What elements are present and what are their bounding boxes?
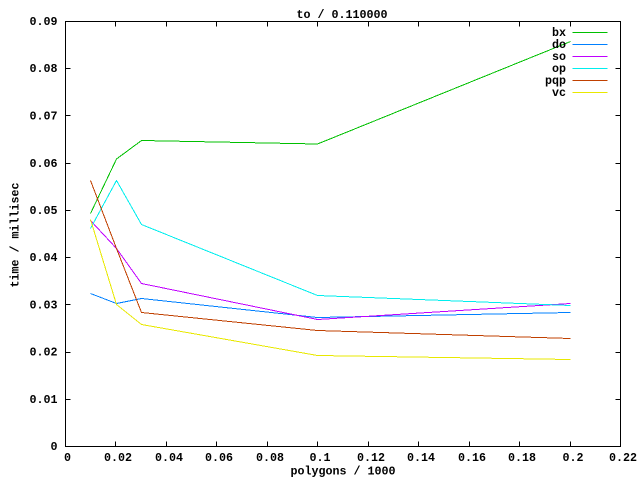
svg-text:0.06: 0.06 — [205, 451, 233, 465]
svg-text:do: do — [552, 38, 566, 52]
svg-text:0: 0 — [64, 451, 71, 465]
svg-text:0.01: 0.01 — [30, 393, 58, 407]
svg-text:op: op — [552, 62, 566, 76]
svg-text:so: so — [552, 50, 566, 64]
svg-text:0.06: 0.06 — [30, 157, 58, 171]
svg-text:0.22: 0.22 — [609, 451, 637, 465]
svg-text:0.03: 0.03 — [30, 299, 58, 313]
svg-text:0.07: 0.07 — [30, 110, 58, 124]
svg-text:0: 0 — [51, 440, 58, 454]
svg-text:to / 0.110000: to / 0.110000 — [297, 8, 388, 22]
svg-text:0.2: 0.2 — [563, 451, 584, 465]
svg-text:pqp: pqp — [545, 74, 566, 88]
svg-text:0.12: 0.12 — [357, 451, 385, 465]
svg-text:0.02: 0.02 — [104, 451, 132, 465]
svg-text:time / millisec: time / millisec — [9, 183, 23, 288]
svg-text:0.02: 0.02 — [30, 346, 58, 360]
svg-text:bx: bx — [552, 26, 566, 40]
svg-text:0.1: 0.1 — [310, 451, 331, 465]
svg-text:0.04: 0.04 — [155, 451, 183, 465]
svg-text:0.16: 0.16 — [458, 451, 486, 465]
svg-text:0.18: 0.18 — [508, 451, 536, 465]
svg-text:0.08: 0.08 — [256, 451, 284, 465]
svg-text:0.04: 0.04 — [30, 251, 58, 265]
svg-text:polygons / 1000: polygons / 1000 — [291, 465, 396, 479]
svg-text:0.09: 0.09 — [30, 15, 58, 29]
svg-text:0.08: 0.08 — [30, 62, 58, 76]
svg-text:0.14: 0.14 — [407, 451, 435, 465]
svg-text:0.05: 0.05 — [30, 204, 58, 218]
svg-text:vc: vc — [552, 86, 566, 100]
